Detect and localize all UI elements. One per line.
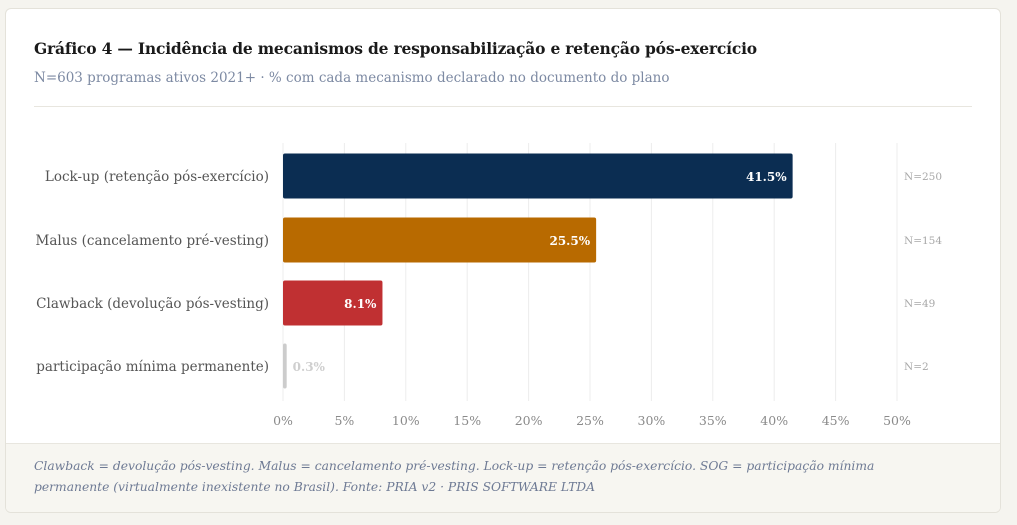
bar — [283, 343, 287, 389]
category-label: participação mínima permanente) — [36, 359, 269, 375]
category-label: Lock-up (retenção pós-exercício) — [45, 169, 269, 185]
x-tick-label: 45% — [822, 413, 850, 428]
x-tick-label: 40% — [760, 413, 788, 428]
x-tick-label: 35% — [699, 413, 727, 428]
value-label: 41.5% — [746, 170, 787, 184]
value-label: 8.1% — [344, 297, 377, 311]
value-label: 0.3% — [293, 360, 326, 374]
bar — [283, 217, 597, 263]
bar — [283, 280, 383, 326]
x-tick-label: 50% — [883, 413, 911, 428]
bar-chart: 0% 5% 10% 15% 20% 25% 30% 35% 40% 45% 50% Lock-up (… — [36, 143, 942, 428]
x-tick-label: 0% — [273, 413, 293, 428]
footnote: Clawback = devolução pós-vesting. Malus … — [34, 459, 875, 494]
chart-footer: Clawback = devolução pós-vesting. Malus … — [6, 443, 1000, 512]
x-tick-label: 25% — [576, 413, 604, 428]
bar — [283, 153, 793, 199]
count-label: N=154 — [904, 235, 942, 247]
count-label: N=2 — [904, 361, 929, 373]
chart-card: Gráfico 4 — Incidência de mecanismos de … — [5, 8, 1001, 513]
divider — [34, 106, 972, 107]
count-label: N=250 — [904, 171, 942, 183]
count-label: N=49 — [904, 298, 935, 310]
value-label: 25.5% — [549, 234, 590, 248]
chart-title: Gráfico 4 — Incidência de mecanismos de … — [34, 39, 757, 58]
x-tick-label: 30% — [638, 413, 666, 428]
chart-subtitle: N=603 programas ativos 2021+ · % com cad… — [34, 70, 670, 86]
x-tick-label: 5% — [334, 413, 354, 428]
x-tick-label: 20% — [515, 413, 543, 428]
category-label: Malus (cancelamento pré-vesting) — [36, 233, 269, 249]
category-label: Clawback (devolução pós-vesting) — [36, 296, 269, 312]
x-tick-label: 15% — [453, 413, 481, 428]
x-tick-label: 10% — [392, 413, 420, 428]
